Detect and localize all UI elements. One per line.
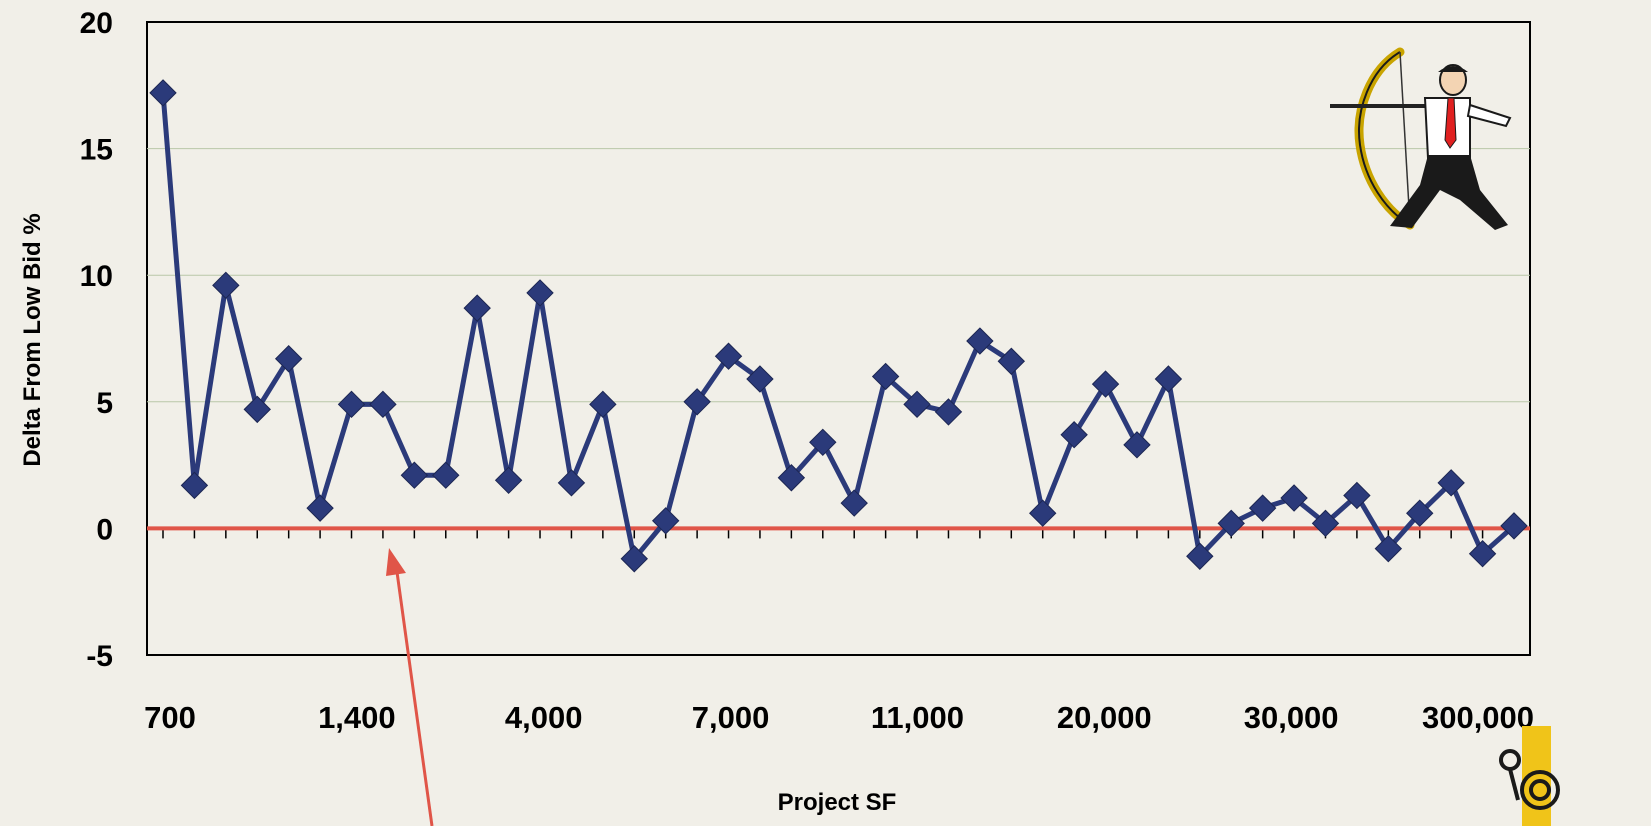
y-tick-label: 0 (96, 513, 113, 546)
data-point-marker (149, 79, 177, 107)
data-point-marker (369, 390, 397, 419)
x-tick-label: 11,000 (871, 700, 964, 735)
data-point-marker (212, 271, 240, 300)
series-line (160, 92, 1516, 562)
data-point-marker (494, 466, 523, 494)
data-point-marker (1186, 542, 1214, 570)
data-point-marker (777, 464, 806, 492)
x-axis-tick-labels: 700 1,400 4,000 7,000 11,000 20,000 30,000 300,… (144, 700, 1534, 735)
data-point-marker (274, 345, 303, 373)
x-tick-label: 300,000 (1422, 700, 1534, 735)
data-point-marker (180, 471, 209, 500)
data-point-marker (337, 390, 366, 419)
data-point-marker (400, 461, 429, 489)
x-axis-title: Project SF (778, 789, 897, 816)
data-point-marker (1500, 512, 1528, 540)
data-point-marker (1060, 421, 1088, 449)
grid-lines (147, 148, 1530, 403)
data-point-marker (1154, 365, 1183, 393)
data-point-marker (557, 469, 586, 497)
data-point-marker (1091, 370, 1120, 398)
x-tick-label: 7,000 (692, 700, 770, 735)
y-tick-label: 10 (80, 260, 113, 293)
data-point-marker (620, 545, 648, 573)
annotation-arrow (386, 548, 434, 826)
data-point-marker (526, 279, 554, 307)
y-axis-ticks: 20 15 10 5 0 -5 (80, 7, 113, 673)
series-line-path (160, 92, 1516, 562)
data-point-marker (840, 489, 868, 517)
data-point-marker (651, 507, 680, 535)
data-point-marker (714, 342, 743, 370)
data-point-marker (746, 365, 774, 393)
y-tick-label: -5 (86, 640, 113, 673)
data-point-marker (903, 390, 931, 419)
y-axis-title: Delta From Low Bid % (19, 213, 46, 466)
data-point-marker (1311, 509, 1340, 538)
data-point-marker (243, 395, 271, 424)
archer-with-bow-icon (1330, 47, 1512, 230)
data-point-marker (1343, 481, 1371, 510)
data-point-marker (1280, 484, 1308, 512)
data-point-marker (809, 428, 837, 457)
data-point-marker (1468, 540, 1497, 568)
plot-frame (146, 21, 1531, 656)
x-tick-label: 4,000 (505, 700, 583, 735)
data-point-marker (432, 461, 460, 489)
data-point-marker (683, 388, 711, 416)
data-point-marker (589, 390, 617, 419)
data-point-marker (997, 347, 1026, 375)
y-tick-label: 20 (80, 7, 113, 40)
x-tick-label: 1,400 (318, 700, 396, 735)
data-point-marker (306, 494, 334, 522)
data-point-marker (1123, 431, 1151, 459)
corner-logo-icon (1499, 726, 1560, 826)
x-tick-label: 700 (144, 700, 196, 735)
x-tick-label: 30,000 (1244, 700, 1339, 735)
data-point-marker (934, 398, 963, 426)
data-point-marker (871, 362, 900, 391)
series-markers (149, 79, 1528, 573)
y-tick-label: 5 (96, 387, 113, 420)
data-point-marker (966, 327, 994, 355)
data-point-marker (1406, 499, 1434, 527)
data-point-marker (463, 294, 491, 322)
data-point-marker (1374, 534, 1403, 563)
data-point-marker (1029, 499, 1057, 527)
y-tick-label: 15 (80, 134, 113, 167)
data-point-marker (1248, 494, 1277, 522)
data-point-marker (1437, 469, 1465, 497)
x-tick-label: 20,000 (1057, 700, 1152, 735)
data-point-marker (1217, 509, 1245, 538)
